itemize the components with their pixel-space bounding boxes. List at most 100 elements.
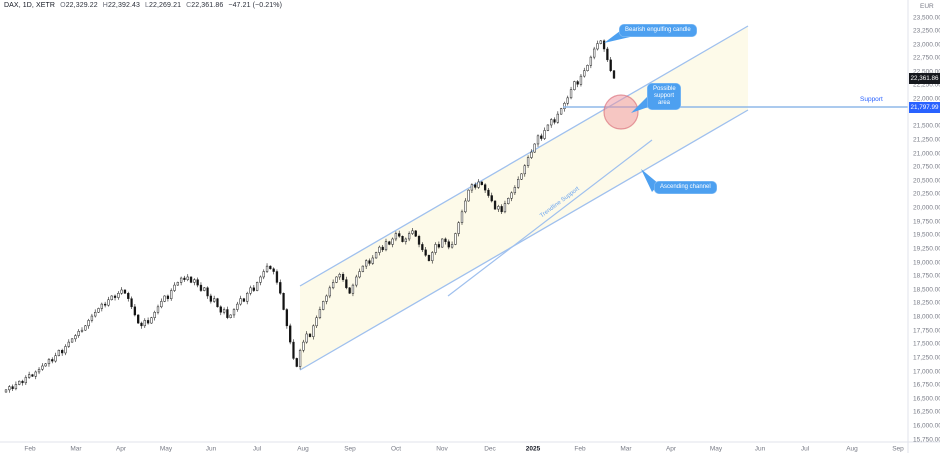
candle-body bbox=[384, 241, 388, 251]
candle-body bbox=[41, 365, 44, 370]
price-axis-label[interactable]: 19,000.00 bbox=[913, 259, 940, 266]
bearish-engulfing-callout[interactable]: Bearish engulfing candle bbox=[619, 24, 697, 37]
candle-body bbox=[450, 244, 454, 248]
price-axis-label[interactable]: 19,250.00 bbox=[913, 245, 940, 252]
possible-support-callout[interactable]: Possible support area bbox=[647, 83, 681, 110]
time-axis-label[interactable]: Feb bbox=[24, 446, 36, 453]
time-axis-label[interactable]: May bbox=[710, 446, 723, 453]
close-value: 22,361.86 bbox=[191, 2, 224, 9]
time-axis-label[interactable]: Nov bbox=[436, 446, 448, 453]
candle-body bbox=[411, 230, 414, 234]
time-axis-label[interactable]: Aug bbox=[846, 446, 858, 453]
candle-body bbox=[37, 368, 41, 373]
time-axis-label[interactable]: Apr bbox=[116, 446, 127, 453]
high-label: H bbox=[102, 2, 108, 9]
price-axis-label[interactable]: 20,250.00 bbox=[913, 190, 940, 197]
candle-body bbox=[94, 311, 97, 317]
price-axis-label[interactable]: 18,250.00 bbox=[913, 299, 940, 306]
candle-body bbox=[173, 284, 176, 291]
time-axis-label[interactable]: Jul bbox=[253, 446, 262, 453]
support-line-label[interactable]: Support bbox=[860, 96, 883, 103]
time-axis-label[interactable]: Apr bbox=[666, 446, 677, 453]
candle-body bbox=[279, 282, 282, 294]
trendline-support-line[interactable] bbox=[447, 139, 653, 297]
candle-body bbox=[21, 380, 24, 384]
time-axis-label[interactable]: 2025 bbox=[526, 446, 541, 453]
time-axis-label[interactable]: Mar bbox=[70, 446, 82, 453]
price-axis-label[interactable]: 22,000.00 bbox=[913, 95, 940, 102]
candle-body bbox=[596, 43, 599, 50]
candle-body bbox=[523, 165, 526, 175]
candle-body bbox=[285, 309, 289, 327]
candle-body bbox=[398, 233, 401, 237]
price-axis-label[interactable]: 22,750.00 bbox=[913, 54, 940, 61]
candle-body bbox=[602, 40, 606, 50]
price-axis-label[interactable]: 17,750.00 bbox=[913, 327, 940, 334]
price-axis-label[interactable]: 23,000.00 bbox=[913, 41, 940, 48]
price-axis-label[interactable]: 23,250.00 bbox=[913, 27, 940, 34]
time-axis-label[interactable]: Jun bbox=[206, 446, 217, 453]
price-axis-label[interactable]: 16,000.00 bbox=[913, 422, 940, 429]
price-axis-label[interactable]: 18,500.00 bbox=[913, 286, 940, 293]
price-axis-label[interactable]: 16,500.00 bbox=[913, 395, 940, 402]
candle-body bbox=[457, 222, 460, 234]
symbol-name[interactable]: DAX, 1D, XETR bbox=[4, 2, 56, 9]
price-axis-label[interactable]: 17,000.00 bbox=[913, 368, 940, 375]
price-axis-label[interactable]: 21,500.00 bbox=[913, 122, 940, 129]
candle-body bbox=[57, 349, 61, 356]
candle-body bbox=[500, 206, 503, 213]
candle-body bbox=[179, 277, 183, 283]
price-axis-label[interactable]: 15,750.00 bbox=[913, 436, 940, 443]
ascending-channel-fill[interactable] bbox=[300, 26, 748, 370]
candle-body bbox=[160, 301, 163, 308]
time-axis-label[interactable]: Sep bbox=[344, 446, 356, 453]
price-axis-label[interactable]: 17,500.00 bbox=[913, 340, 940, 347]
time-axis-label[interactable]: Jun bbox=[755, 446, 766, 453]
candle-body bbox=[302, 341, 305, 351]
price-axis-label[interactable]: 18,000.00 bbox=[913, 313, 940, 320]
price-axis-label[interactable]: 20,750.00 bbox=[913, 163, 940, 170]
time-axis-label[interactable]: Aug bbox=[297, 446, 309, 453]
time-axis-label[interactable]: Dec bbox=[484, 446, 496, 453]
time-axis-label[interactable]: May bbox=[160, 446, 173, 453]
time-axis-label[interactable]: Jul bbox=[801, 446, 810, 453]
candle-body bbox=[573, 81, 576, 90]
symbol-legend[interactable]: DAX, 1D, XETR O22,329.22 H22,392.43 L22,… bbox=[4, 2, 282, 9]
price-axis-label[interactable]: 19,750.00 bbox=[913, 218, 940, 225]
time-axis-label[interactable]: Oct bbox=[391, 446, 401, 453]
candle-body bbox=[269, 265, 272, 270]
price-axis-label[interactable]: 23,500.00 bbox=[913, 14, 940, 21]
candle-body bbox=[341, 274, 345, 280]
candle-body bbox=[123, 289, 127, 294]
price-axis-label[interactable]: 19,500.00 bbox=[913, 231, 940, 238]
price-axis-label[interactable]: 20,000.00 bbox=[913, 204, 940, 211]
candle-body bbox=[328, 287, 331, 297]
price-axis-label[interactable]: 17,250.00 bbox=[913, 354, 940, 361]
candle-body bbox=[70, 338, 74, 343]
candle-body bbox=[569, 89, 573, 99]
price-axis-label[interactable]: 22,250.00 bbox=[913, 81, 940, 88]
time-axis-label[interactable]: Sep bbox=[892, 446, 904, 453]
price-axis-label[interactable]: 21,250.00 bbox=[913, 136, 940, 143]
candle-body bbox=[441, 238, 444, 248]
price-axis-label[interactable]: 18,750.00 bbox=[913, 272, 940, 279]
price-axis-label[interactable]: 22,500.00 bbox=[913, 68, 940, 75]
time-axis-label[interactable]: Feb bbox=[574, 446, 586, 453]
ascending-channel-callout[interactable]: Ascending channel bbox=[654, 181, 717, 194]
price-axis-label[interactable]: 20,500.00 bbox=[913, 177, 940, 184]
highlight-circle[interactable] bbox=[603, 94, 639, 130]
time-axis-label[interactable]: Mar bbox=[620, 446, 632, 453]
price-axis-label[interactable]: 21,000.00 bbox=[913, 150, 940, 157]
channel-upper-line[interactable] bbox=[299, 25, 749, 287]
channel-lower-line[interactable] bbox=[299, 109, 749, 371]
price-axis-label[interactable]: 16,250.00 bbox=[913, 408, 940, 415]
open-label: O bbox=[60, 2, 66, 9]
candle-body bbox=[24, 377, 27, 384]
candle-body bbox=[490, 195, 493, 202]
candle-body bbox=[295, 358, 298, 367]
candle-body bbox=[536, 135, 540, 145]
candle-body bbox=[61, 349, 64, 354]
candle-body bbox=[189, 276, 193, 283]
price-axis-label[interactable]: 16,750.00 bbox=[913, 381, 940, 388]
